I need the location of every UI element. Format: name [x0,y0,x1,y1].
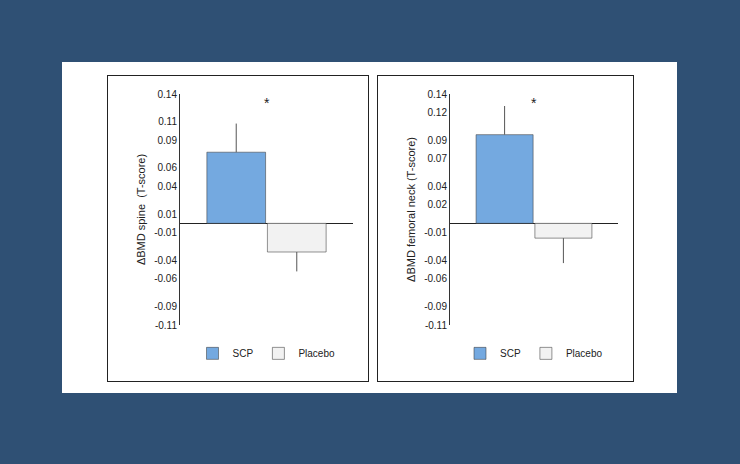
svg-text:-0.11: -0.11 [155,320,177,331]
svg-text:-0.09: -0.09 [424,301,447,312]
svg-text:0.14: 0.14 [428,89,448,100]
svg-text:0.04: 0.04 [158,181,178,192]
svg-text:-0.04: -0.04 [424,255,447,266]
svg-text:0.14: 0.14 [158,89,178,100]
svg-text:0.06: 0.06 [158,162,178,173]
svg-text:SCP: SCP [233,348,254,359]
svg-text:ΔBMD femoral neck (T-score): ΔBMD femoral neck (T-score) [405,137,417,282]
svg-text:-0.04: -0.04 [154,255,177,266]
svg-text:ΔBMD spine (T-score): ΔBMD spine (T-score) [135,154,147,265]
svg-text:0.11: 0.11 [158,116,177,127]
svg-text:0.07: 0.07 [428,153,448,164]
svg-text:0.04: 0.04 [428,181,448,192]
svg-text:0.09: 0.09 [158,135,178,146]
svg-text:-0.09: -0.09 [154,301,177,312]
svg-text:-0.01: -0.01 [154,227,177,238]
svg-text:0.02: 0.02 [428,199,448,210]
svg-text:SCP: SCP [500,348,521,359]
svg-text:0.01: 0.01 [158,209,178,220]
svg-text:-0.06: -0.06 [154,273,177,284]
svg-text:-0.11: -0.11 [425,320,447,331]
svg-text:Placebo: Placebo [566,348,603,359]
svg-text:0.12: 0.12 [428,107,448,118]
svg-text:*: * [531,95,537,111]
svg-text:Placebo: Placebo [298,348,335,359]
svg-text:-0.01: -0.01 [424,227,447,238]
svg-text:-0.06: -0.06 [424,273,447,284]
svg-text:0.09: 0.09 [428,135,448,146]
svg-text:*: * [264,95,270,111]
